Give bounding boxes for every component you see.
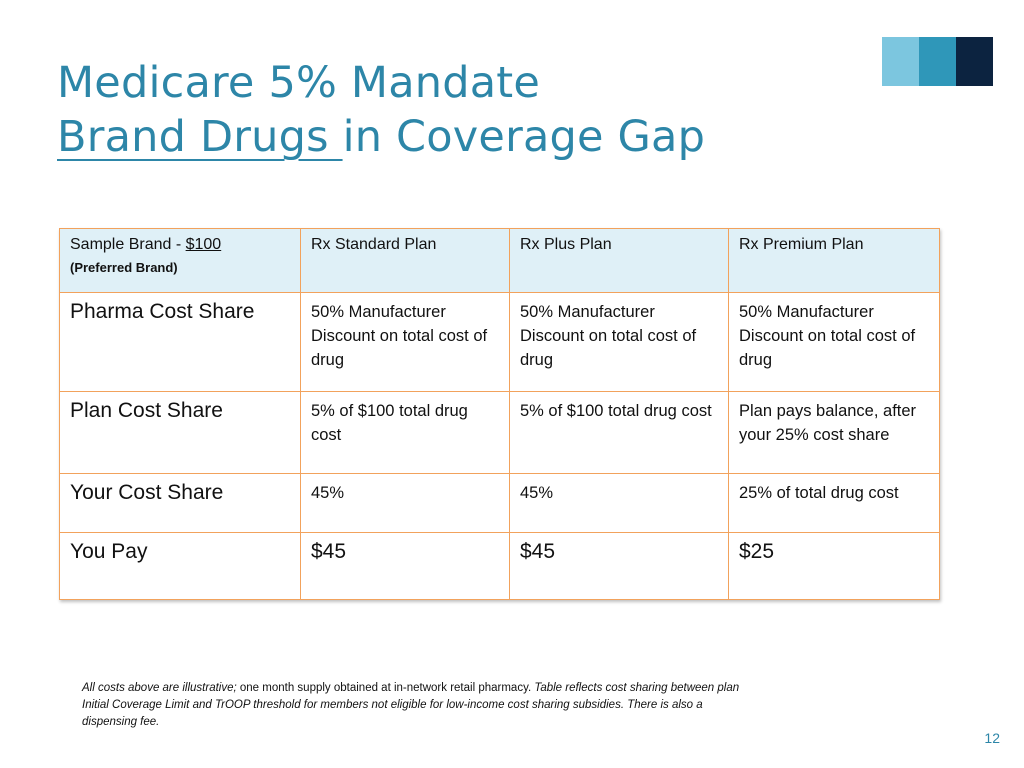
decor-square-light [882,37,919,86]
footnote-italic-tail: Table reflects cost sharing between plan… [82,682,740,728]
table-cell: 5% of $100 total drug cost [300,391,510,474]
row-label: Your Cost Share [59,473,301,533]
table-cell: 50% Manufacturer Discount on total cost … [728,292,940,392]
table-header-row: Sample Brand - $100 (Preferred Brand) Rx… [59,228,940,293]
page-number: 12 [984,730,1000,746]
sample-brand-sub: (Preferred Brand) [70,260,178,275]
footnote: All costs above are illustrative; one mo… [82,680,742,731]
decor-square-dark [956,37,993,86]
slide-title: Medicare 5% Mandate Brand Drugs in Cover… [57,56,705,164]
table-cell: $45 [509,532,729,600]
footnote-italic-lead: All costs above are illustrative; [82,682,237,694]
table-cell: $45 [300,532,510,600]
table-row: You Pay $45 $45 $25 [59,532,940,600]
table-cell: 45% [509,473,729,533]
table-cell: 50% Manufacturer Discount on total cost … [509,292,729,392]
footnote-plain: one month supply obtained at in-network … [236,682,535,694]
table-row: Pharma Cost Share 50% Manufacturer Disco… [59,292,940,392]
row-label: Plan Cost Share [59,391,301,474]
table-cell: 45% [300,473,510,533]
row-label: You Pay [59,532,301,600]
title-underlined-text: Brand Drugs [57,112,343,162]
table-cell: $25 [728,532,940,600]
header-standard-plan: Rx Standard Plan [300,228,510,293]
table-cell: Plan pays balance, after your 25% cost s… [728,391,940,474]
decor-square-mid [919,37,956,86]
table-cell: 5% of $100 total drug cost [509,391,729,474]
table-row: Plan Cost Share 5% of $100 total drug co… [59,391,940,474]
header-premium-plan: Rx Premium Plan [728,228,940,293]
row-label: Pharma Cost Share [59,292,301,392]
table-cell: 25% of total drug cost [728,473,940,533]
cost-share-table: Sample Brand - $100 (Preferred Brand) Rx… [59,228,940,600]
table-cell: 50% Manufacturer Discount on total cost … [300,292,510,392]
title-line2-rest: in Coverage Gap [342,112,706,162]
title-line1: Medicare 5% Mandate [57,58,540,108]
header-sample-brand: Sample Brand - $100 (Preferred Brand) [59,228,301,293]
table-row: Your Cost Share 45% 45% 25% of total dru… [59,473,940,533]
header-plus-plan: Rx Plus Plan [509,228,729,293]
sample-brand-label: Sample Brand - [70,236,186,253]
sample-brand-price: $100 [185,236,222,253]
